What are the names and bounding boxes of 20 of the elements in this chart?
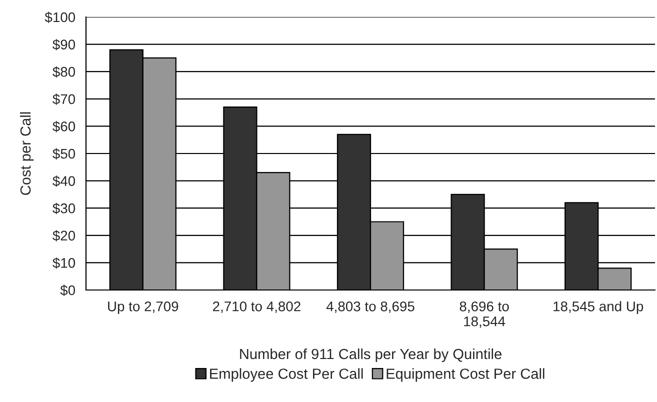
y-tick-label: $50 (52, 148, 76, 160)
y-axis-title: Cost per Call (20, 112, 34, 195)
legend-label: Equipment Cost Per Call (386, 368, 544, 382)
legend-label: Employee Cost Per Call (210, 368, 363, 382)
x-axis-title: Number of 911 Calls per Year by Quintile (240, 348, 502, 362)
y-tick-label: $40 (52, 176, 76, 187)
x-tick-label: 8,696 to 18,544 (460, 301, 509, 328)
y-tick-label: $60 (52, 120, 76, 132)
x-tick-label: Up to 2,709 (108, 301, 178, 314)
y-tick-label: $100 (44, 12, 76, 23)
y-tick-label: $10 (52, 257, 76, 269)
y-tick-label: $70 (52, 94, 76, 105)
y-tick-label: $20 (52, 230, 76, 242)
x-tick-label: 18,545 and Up (554, 301, 644, 314)
y-tick-label: $90 (52, 39, 76, 50)
x-tick-label: 4,803 to 8,695 (326, 301, 414, 313)
y-tick-label: $80 (52, 66, 76, 78)
y-tick-label: $30 (52, 202, 76, 214)
x-tick-label: 2,710 to 4,802 (212, 301, 300, 313)
y-tick-label: $0 (60, 284, 76, 296)
